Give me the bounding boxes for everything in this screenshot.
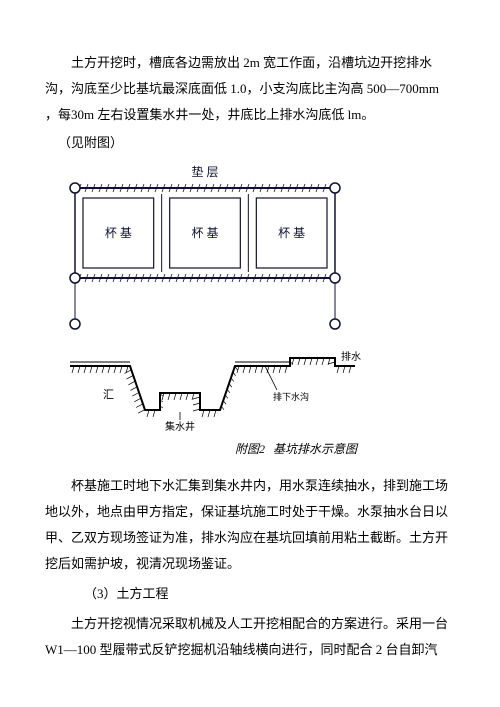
svg-text:垫 层: 垫 层 [191, 164, 218, 179]
paragraph-cup-foundation: 杯基施工时地下水汇集到集水井内，用水泵连续抽水，排到施工场地以外，地点由甲方指定… [45, 473, 455, 577]
svg-text:杯 基: 杯 基 [278, 226, 305, 240]
svg-text:杯 基: 杯 基 [191, 226, 218, 240]
section-label-earthwork: （3）土方工程 [45, 581, 455, 607]
svg-text:排水: 排水 [341, 350, 361, 363]
svg-text:基坑排水示意图: 基坑排水示意图 [273, 442, 359, 456]
figure-top-plan: 垫 层杯 基 杯 基 杯 基 [45, 158, 455, 338]
svg-text:汇: 汇 [103, 388, 114, 401]
svg-text:排下水沟: 排下水沟 [273, 391, 309, 402]
paragraph-see-figure: （见附图） [45, 130, 455, 156]
svg-text:集水井: 集水井 [165, 420, 195, 433]
svg-text:杯 基: 杯 基 [105, 226, 132, 240]
paragraph-earthwork-method: 土方开挖视情况采取机械及人工开挖相配合的方案进行。采用一台 W1—100 型履带… [45, 611, 455, 663]
svg-text:附图2: 附图2 [235, 442, 265, 456]
paragraph-excavation-drainage: 土方开挖时，槽底各边需放出 2m 宽工作面，沿槽坑边开挖排水沟，沟底至少比基坑最… [45, 50, 455, 128]
figure-bottom-section: 排水排下水沟 汇集水井附图2 基坑排水示意图 [45, 338, 455, 473]
